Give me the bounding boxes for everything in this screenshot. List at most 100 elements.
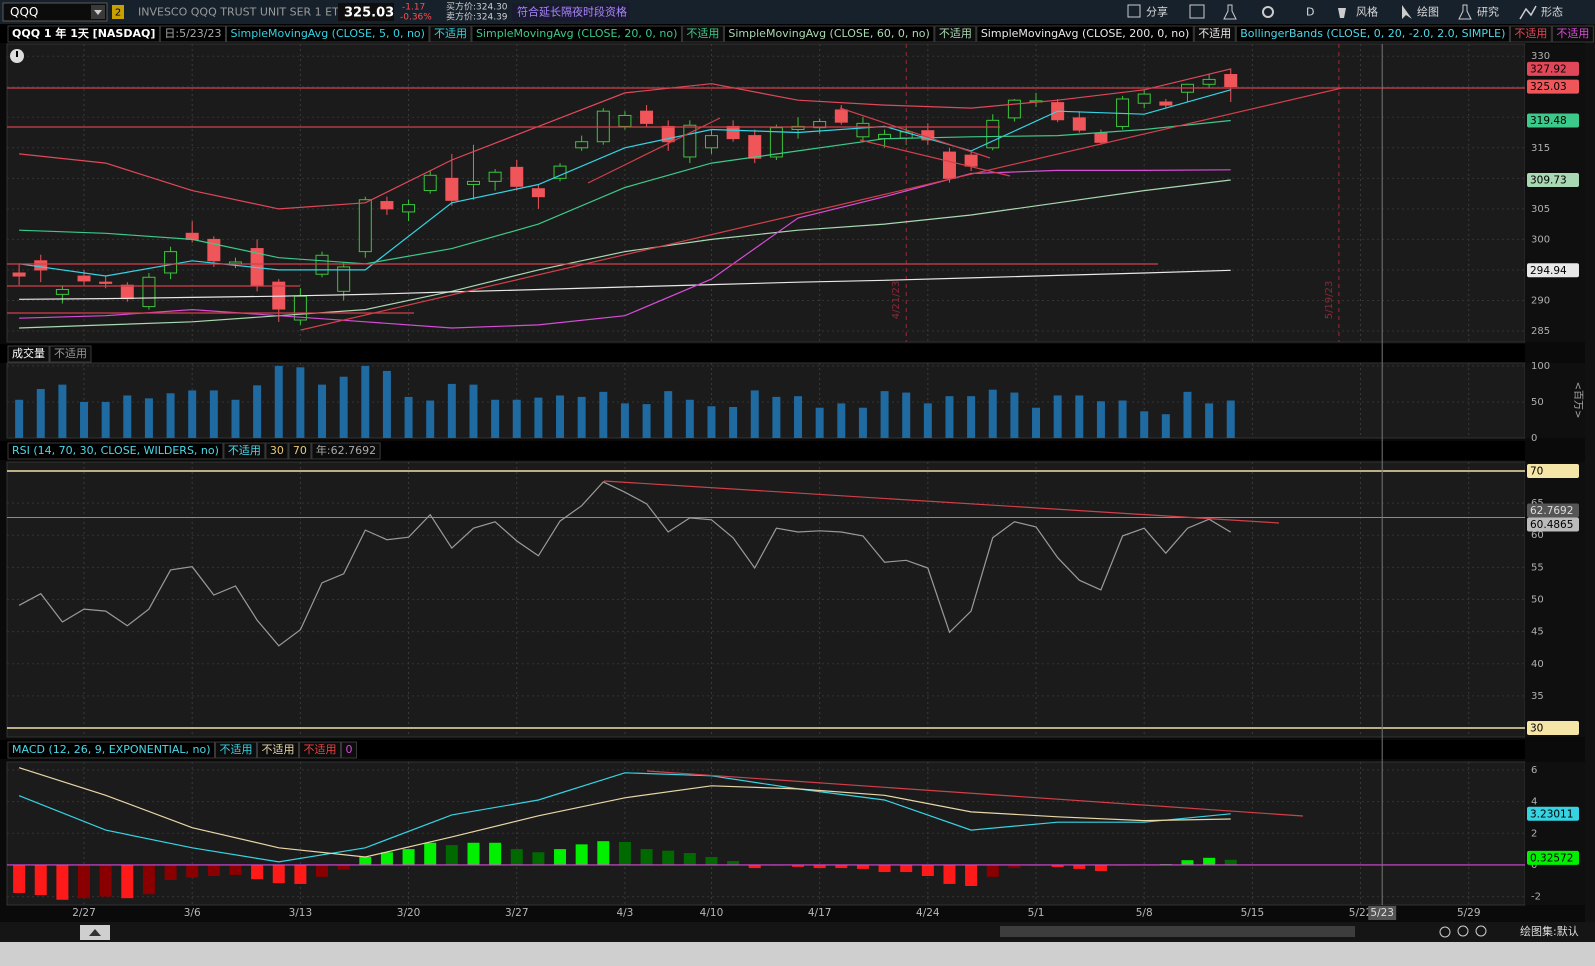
candle-body: [834, 109, 848, 123]
drawing-line: [603, 480, 1280, 524]
drawing-set[interactable]: 绘图集:默认: [1520, 924, 1579, 938]
zoom-in[interactable]: [1457, 925, 1469, 937]
symbol-input[interactable]: [2, 2, 108, 22]
histogram-bar: [1008, 864, 1021, 869]
candle-body: [402, 204, 416, 213]
candle-body: [315, 254, 329, 275]
news-icon[interactable]: [1189, 4, 1205, 19]
histogram-bar: [424, 842, 437, 865]
session-badge: [512, 3, 630, 21]
legend-text: 日:5/23/23: [164, 27, 221, 40]
style-button[interactable]: 风格: [1356, 5, 1378, 19]
volume-bar: [339, 376, 348, 438]
y-tick-label: 290: [1531, 295, 1550, 306]
legend-badge-text: 不适用: [434, 27, 467, 40]
legend-text: BollingerBands (CLOSE, 0, 20, -2.0, 2.0,…: [1240, 27, 1505, 40]
histogram-bar: [662, 850, 675, 865]
axis-value-label: 325.03: [1530, 81, 1567, 93]
zoom-out[interactable]: [1475, 925, 1487, 937]
y-tick-label: 60: [1531, 530, 1544, 541]
annotation-label: 4/21/23: [891, 281, 902, 320]
y-tick-label: 0: [1531, 433, 1537, 444]
volume-bar: [1010, 392, 1019, 438]
candle-body: [99, 281, 113, 284]
crosshair-tool[interactable]: [1439, 926, 1451, 938]
volume-bar: [512, 399, 521, 438]
settings-icon[interactable]: [1262, 6, 1274, 18]
candle-body: [120, 284, 134, 300]
histogram-bar: [445, 845, 458, 865]
style-icon[interactable]: [1338, 8, 1346, 18]
legend-badge-text: 不适用: [939, 27, 972, 40]
volume-bar: [750, 390, 759, 438]
histogram-bar: [943, 864, 956, 884]
drawings-button[interactable]: 绘图: [1417, 5, 1439, 19]
indicator-line: [19, 179, 1231, 329]
volume-bar: [1205, 403, 1214, 438]
patterns-icon[interactable]: [1519, 5, 1537, 20]
volume-bar: [166, 393, 175, 438]
legend-cell: [976, 25, 1194, 43]
rsi-line: [18, 481, 1232, 647]
legend-badge: [7, 345, 50, 363]
studies-button[interactable]: 研究: [1477, 5, 1499, 19]
patterns-button[interactable]: 形态: [1541, 6, 1563, 19]
candle-body: [942, 151, 956, 179]
histogram-bar: [78, 864, 91, 899]
volume-bar: [36, 388, 45, 438]
histogram-bar: [359, 857, 372, 865]
candle-body: [1137, 93, 1151, 104]
legend-text: SimpleMovingAvg (CLOSE, 5, 0, no): [231, 27, 425, 40]
volume-bar: [491, 399, 500, 438]
dropdown-arrow: [94, 10, 102, 15]
axis-value-label: 30: [1530, 723, 1543, 735]
histogram-bar: [705, 857, 718, 865]
histogram-bar: [835, 864, 848, 869]
histogram-bar: [597, 841, 610, 865]
period-button[interactable]: D: [1306, 6, 1314, 19]
volume-bar: [642, 404, 651, 438]
volume-bar: [1118, 400, 1127, 438]
legend-badge-text: 不适用: [686, 27, 719, 40]
drawings-icon[interactable]: [1402, 5, 1412, 19]
axis-value-box: [1527, 113, 1579, 128]
volume-bar: [15, 399, 24, 438]
legend-badge: [311, 442, 381, 460]
flask-icon[interactable]: [1223, 4, 1237, 20]
volume-bar: [664, 391, 673, 438]
volume-bar: [1183, 391, 1192, 438]
share-icon[interactable]: [1127, 4, 1141, 18]
link-badge[interactable]: [112, 5, 124, 19]
candle-body: [856, 122, 870, 138]
x-tick-label: 5/15: [1241, 907, 1265, 919]
histogram-bar: [575, 844, 588, 865]
axis-value-label: 294.94: [1530, 265, 1567, 277]
volume-bar: [945, 396, 954, 438]
y-tick-label: 300: [1531, 234, 1550, 245]
histogram-bar: [56, 864, 69, 900]
legend-badge: [341, 741, 358, 759]
volume-bar: [382, 370, 391, 438]
scrollbar-thumb[interactable]: [1000, 926, 1355, 937]
candle-body: [380, 201, 394, 210]
histogram-bar: [251, 864, 264, 880]
candle-body: [55, 288, 69, 295]
histogram-bar: [813, 864, 826, 869]
histogram-bar: [34, 864, 47, 896]
volume-bar: [772, 396, 781, 438]
histogram-bar: [856, 864, 869, 869]
share-button[interactable]: 分享: [1146, 5, 1168, 19]
legend-text: SimpleMovingAvg (CLOSE, 20, 0, no): [476, 27, 677, 40]
overlay: 319.48 309.73 294.94 327.92 325.03 70 30 62.769…: [1368, 44, 1579, 920]
candle-body: [1072, 117, 1086, 131]
volume-bar: [620, 403, 629, 438]
studies-icon[interactable]: [1458, 4, 1472, 20]
link-number: 2: [115, 8, 121, 19]
volume-bar: [209, 390, 218, 438]
axis-value-label: 60.4865: [1530, 519, 1573, 531]
indicator-line: [19, 119, 1231, 265]
drawing-line: [300, 87, 1343, 331]
histogram-bar: [510, 849, 523, 865]
indicator-line: [19, 169, 1231, 329]
